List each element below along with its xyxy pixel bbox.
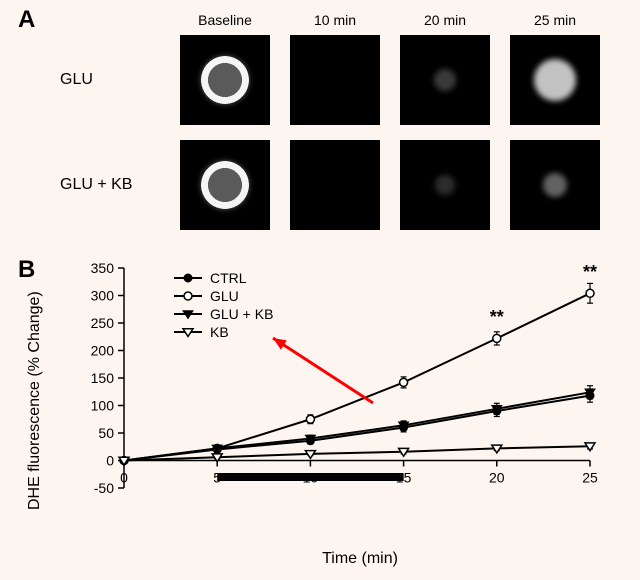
svg-text:GLU: GLU [210,288,239,304]
row-label: GLU + KB [60,176,132,194]
chart-svg: -500501001502002503003500510152025****CT… [68,258,608,518]
svg-text:100: 100 [91,398,115,414]
svg-text:150: 150 [91,370,115,386]
y-axis-label: DHE fluorescence (% Change) [26,291,44,510]
svg-text:-50: -50 [94,480,114,496]
col-header: 10 min [314,12,356,28]
micrograph-cell [290,35,380,125]
svg-text:0: 0 [120,470,128,486]
svg-text:250: 250 [91,315,115,331]
svg-text:20: 20 [489,470,505,486]
micrograph-cell [290,140,380,230]
micrograph-cell [400,35,490,125]
svg-text:KB: KB [210,324,229,340]
svg-text:**: ** [490,307,504,327]
panel-b: -500501001502002503003500510152025****CT… [0,250,640,580]
svg-text:350: 350 [91,260,115,276]
micrograph-cell [180,35,270,125]
col-header: 25 min [534,12,576,28]
svg-text:GLU + KB: GLU + KB [210,306,273,322]
svg-text:50: 50 [98,425,114,441]
micrograph-cell [510,35,600,125]
svg-text:0: 0 [106,453,114,469]
panel-a: Baseline 10 min 20 min 25 min GLU GLU + KB [0,0,640,250]
svg-text:**: ** [583,262,597,282]
micrograph-cell [510,140,600,230]
svg-text:25: 25 [582,470,598,486]
svg-text:200: 200 [91,343,115,359]
col-header: 20 min [424,12,466,28]
row-label: GLU [60,71,93,89]
chart-area: -500501001502002503003500510152025****CT… [68,258,608,523]
x-axis-label: Time (min) [322,550,398,568]
micrograph-cell [400,140,490,230]
micrograph-cell [180,140,270,230]
svg-text:CTRL: CTRL [210,270,247,286]
svg-text:300: 300 [91,288,115,304]
col-header: Baseline [198,12,252,28]
